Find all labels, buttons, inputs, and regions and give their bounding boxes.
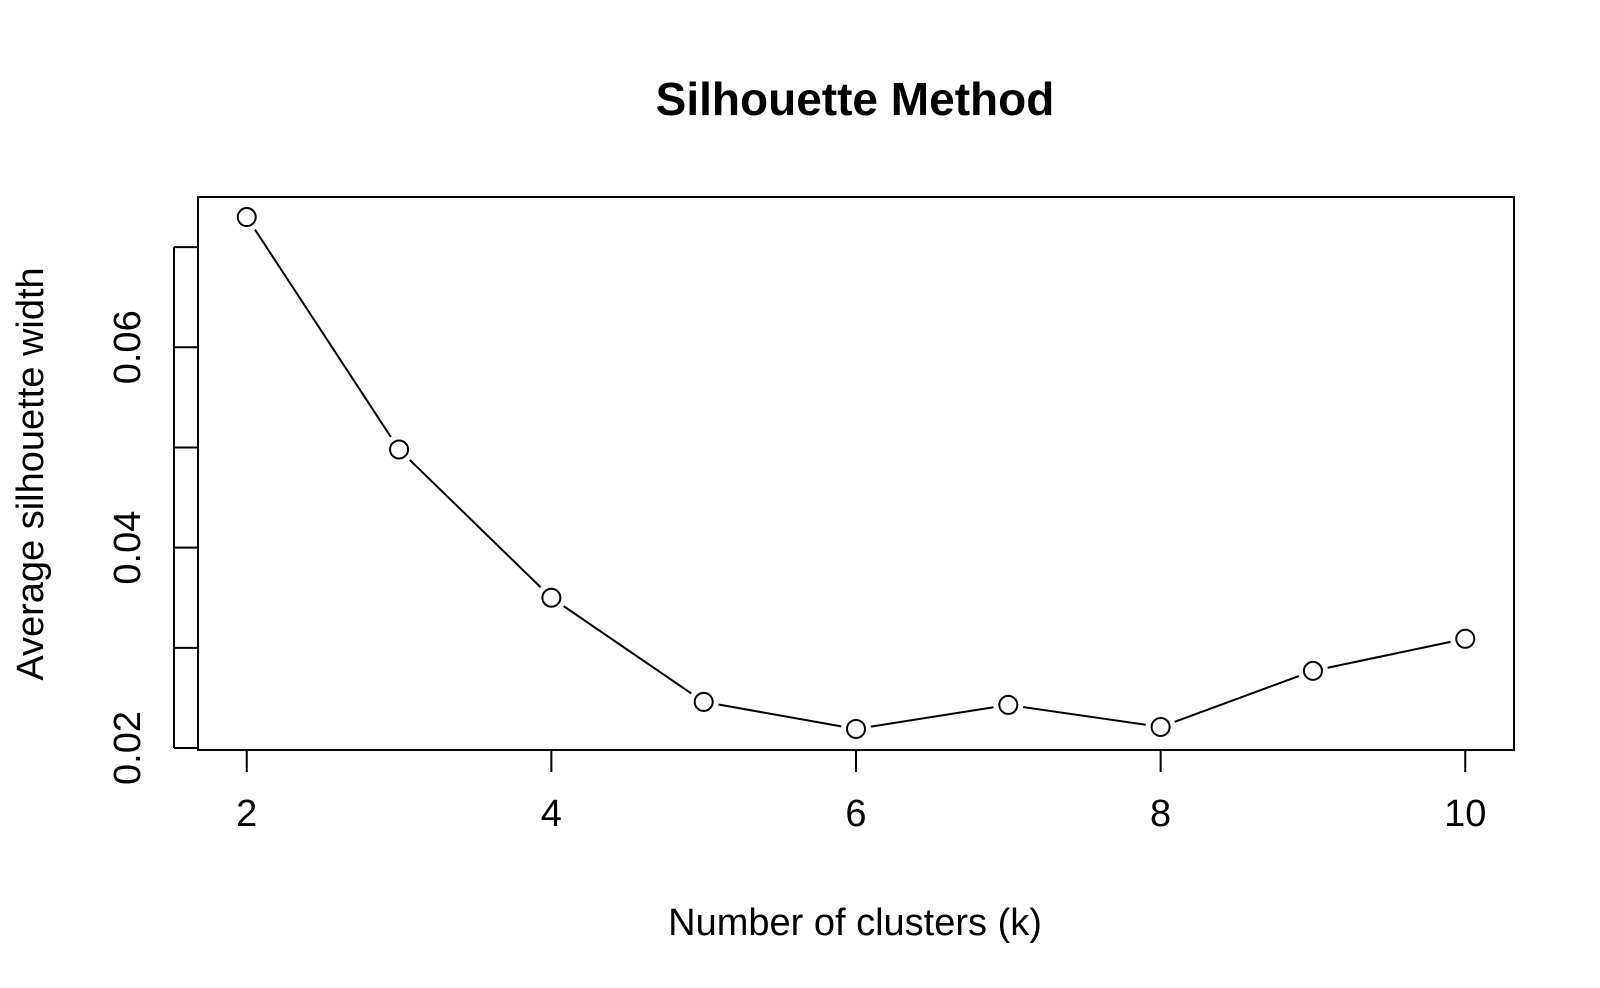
y-tick-label: 0.04 — [107, 511, 149, 585]
data-point — [1302, 660, 1323, 681]
series-line-segment — [254, 229, 392, 438]
data-point — [998, 694, 1019, 715]
series-layer — [236, 207, 1476, 739]
data-point — [541, 587, 562, 608]
data-point — [846, 718, 866, 739]
data-point — [693, 691, 714, 712]
x-axis-label: Number of clusters (k) — [668, 902, 1042, 944]
series-line-segment — [1174, 675, 1300, 723]
series-line-segment — [563, 605, 692, 695]
series-line-segment — [1327, 640, 1451, 669]
x-tick-label: 4 — [541, 793, 562, 835]
y-tick-label: 0.02 — [107, 711, 149, 785]
data-point — [1455, 628, 1476, 649]
y-axis: 0.02 0.04 0.06 — [107, 246, 198, 785]
y-axis-label: Average silhouette width — [10, 267, 52, 680]
x-tick-label: 6 — [845, 793, 866, 835]
data-point — [1150, 716, 1171, 737]
series-line-segment — [409, 459, 542, 588]
series-line-segment — [870, 706, 994, 728]
x-tick-label: 10 — [1444, 793, 1486, 835]
series-line-segment — [1023, 706, 1146, 726]
data-point — [236, 207, 257, 228]
series-line-segment — [718, 703, 842, 728]
x-tick-label: 8 — [1150, 793, 1171, 835]
y-tick-label: 0.06 — [107, 310, 149, 384]
x-tick-label: 2 — [236, 793, 257, 835]
data-point — [389, 439, 410, 460]
chart-title: Silhouette Method — [656, 73, 1055, 125]
x-axis: 2 4 6 8 10 — [236, 749, 1486, 835]
